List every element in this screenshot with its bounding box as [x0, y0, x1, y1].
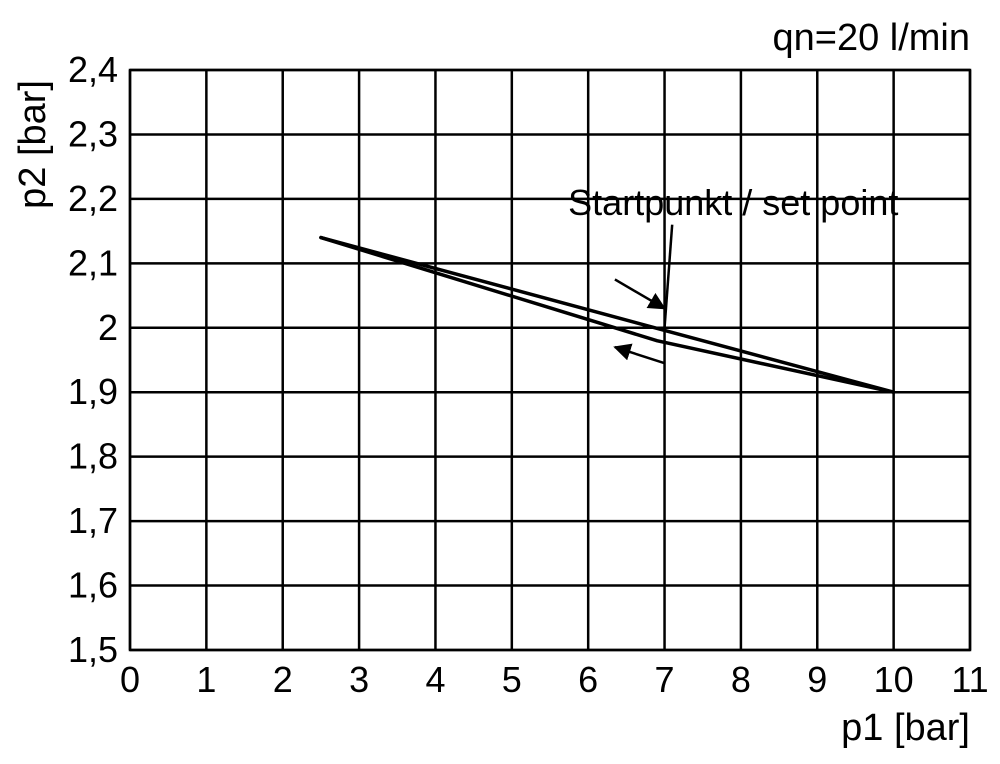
- x-tick-label: 6: [578, 659, 598, 700]
- x-tick-label: 1: [196, 659, 216, 700]
- x-axis-label: p1 [bar]: [841, 707, 970, 749]
- y-tick-label: 1,5: [68, 629, 118, 670]
- x-tick-label: 10: [874, 659, 914, 700]
- y-tick-label: 2,2: [68, 178, 118, 219]
- x-tick-label: 9: [807, 659, 827, 700]
- y-axis-label: p2 [bar]: [12, 80, 54, 209]
- header-label: qn=20 l/min: [772, 17, 970, 59]
- y-tick-label: 2: [98, 307, 118, 348]
- x-tick-label: 7: [655, 659, 675, 700]
- y-tick-label: 1,8: [68, 436, 118, 477]
- x-tick-label: 11: [951, 659, 988, 700]
- y-tick-label: 1,6: [68, 565, 118, 606]
- x-tick-label: 3: [349, 659, 369, 700]
- y-tick-label: 1,7: [68, 500, 118, 541]
- x-tick-label: 4: [425, 659, 445, 700]
- y-tick-label: 2,3: [68, 113, 118, 154]
- x-tick-label: 0: [120, 659, 140, 700]
- chart-svg: 0 1 2 3 4 5 6 7 8 9 10 11 1,5 1,6 1,7 1,8 1,9 2 2,1 2,2 2,3 2…: [0, 0, 1000, 764]
- x-tick-label: 2: [273, 659, 293, 700]
- x-tick-label: 8: [731, 659, 751, 700]
- y-tick-label: 2,4: [68, 49, 118, 90]
- y-tick-label: 1,9: [68, 371, 118, 412]
- annotation-label: Startpunkt / set point: [568, 182, 898, 223]
- grid-layer: [130, 70, 970, 650]
- x-tick-label: 5: [502, 659, 522, 700]
- y-tick-label: 2,1: [68, 242, 118, 283]
